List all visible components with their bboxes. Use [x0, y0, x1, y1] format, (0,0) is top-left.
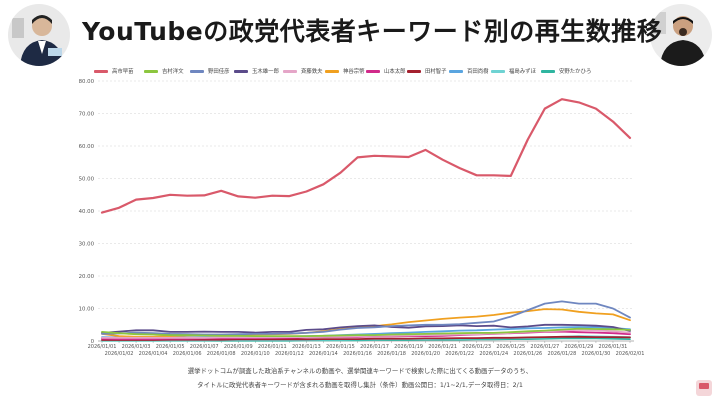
page-title: YouTubeの政党代表者キーワード別の再生数推移	[82, 17, 663, 46]
x-tick-label: 2026/01/16	[343, 351, 372, 357]
x-tick-label: 2026/01/20	[411, 351, 440, 357]
y-tick-label: 10.00	[79, 307, 95, 313]
x-tick-label: 2026/01/24	[479, 351, 508, 357]
x-tick-label: 2026/01/22	[445, 351, 474, 357]
legend-label: 玉木雄一郎	[252, 69, 279, 75]
legend-item: 高市早苗	[94, 64, 134, 78]
x-tick-label: 2026/01/27	[530, 344, 559, 350]
x-tick-label: 2026/01/17	[360, 344, 389, 350]
x-tick-label: 2026/01/10	[241, 351, 270, 357]
series-line	[101, 323, 631, 334]
x-tick-label: 2026/01/13	[292, 344, 321, 350]
legend-label: 百田尚樹	[467, 69, 489, 75]
legend-item: 百田尚樹	[449, 64, 489, 78]
x-tick-label: 2026/01/14	[309, 351, 338, 357]
x-tick-label: 2026/01/04	[139, 351, 168, 357]
legend-swatch	[491, 69, 505, 73]
legend-swatch	[325, 69, 339, 73]
x-tick-label: 2026/01/07	[190, 344, 219, 350]
legend-label: 田村智子	[425, 69, 447, 75]
legend-label: 福島みずほ	[509, 69, 536, 75]
presenter-avatar-right	[650, 4, 712, 66]
x-tick-label: 2026/01/01	[88, 344, 117, 350]
presenter-photo-left	[8, 4, 70, 66]
x-tick-label: 2026/01/08	[207, 351, 236, 357]
legend-swatch	[190, 69, 204, 73]
legend-label: 斉藤鉄夫	[301, 69, 323, 75]
chart-legend: 高市早苗 吉村洋文 野田佳彦 玉木雄一郎 斉藤鉄夫 神谷宗幣 山本太郎 田村智子 百田尚樹 福島み…	[94, 64, 634, 78]
y-tick-label: 20.00	[79, 274, 95, 280]
y-tick-label: 50.00	[79, 177, 95, 183]
legend-swatch	[449, 69, 463, 73]
legend-item: 斉藤鉄夫	[283, 64, 323, 78]
presenter-avatar-left	[8, 4, 70, 66]
brand-logo-icon	[696, 380, 712, 396]
legend-item: 神谷宗幣	[325, 64, 365, 78]
legend-swatch	[94, 69, 108, 73]
series-line	[100, 98, 632, 214]
legend-label: 野田佳彦	[208, 69, 230, 75]
legend-label: 吉村洋文	[162, 69, 184, 75]
x-tick-label: 2026/01/03	[122, 344, 151, 350]
x-tick-label: 2026/01/30	[582, 351, 611, 357]
legend-item: 吉村洋文	[144, 64, 184, 78]
x-tick-label: 2026/01/06	[173, 351, 202, 357]
legend-swatch	[366, 69, 380, 73]
legend-swatch	[283, 69, 297, 73]
x-tick-label: 2026/01/31	[599, 344, 628, 350]
legend-swatch	[234, 69, 248, 73]
y-tick-label: 0	[91, 339, 95, 345]
x-tick-label: 2026/01/18	[377, 351, 406, 357]
y-tick-label: 30.00	[79, 242, 95, 248]
legend-swatch	[407, 69, 421, 73]
x-tick-label: 2026/02/01	[616, 351, 645, 357]
y-tick-label: 70.00	[79, 112, 95, 118]
legend-label: 山本太郎	[384, 69, 406, 75]
presenter-photo-right	[650, 4, 712, 66]
legend-item: 福島みずほ	[491, 64, 536, 78]
legend-item: 野田佳彦	[190, 64, 230, 78]
legend-label: 高市早苗	[112, 69, 134, 75]
y-tick-label: 60.00	[79, 144, 95, 150]
footnote-line-2: タイトルに政党代表者キーワードが含まれる動画を取得し集計（条件）動画公開日：1/…	[197, 381, 523, 389]
footnote-line-1: 選挙ドットコムが調査した政治系チャンネルの動画や、選挙関連キーワードで検索した際…	[187, 367, 533, 375]
x-tick-label: 2026/01/29	[564, 344, 593, 350]
x-tick-label: 2026/01/23	[462, 344, 491, 350]
x-tick-label: 2026/01/02	[105, 351, 134, 357]
legend-item: 玉木雄一郎	[234, 64, 279, 78]
legend-label: 神谷宗幣	[343, 69, 365, 75]
x-tick-label: 2026/01/11	[258, 344, 287, 350]
y-tick-label: 80.00	[79, 79, 95, 85]
x-tick-label: 2026/01/19	[394, 344, 423, 350]
legend-label: 安野たかひろ	[559, 69, 592, 75]
x-tick-label: 2026/01/05	[156, 344, 185, 350]
series-line	[101, 327, 631, 338]
x-tick-label: 2026/01/28	[547, 351, 576, 357]
series-line	[101, 335, 631, 341]
legend-item: 山本太郎	[366, 64, 406, 78]
legend-item: 田村智子	[407, 64, 447, 78]
legend-swatch	[144, 69, 158, 73]
x-tick-label: 2026/01/21	[428, 344, 457, 350]
series-line	[101, 300, 631, 336]
y-tick-label: 40.00	[79, 209, 95, 215]
x-tick-label: 2026/01/26	[513, 351, 542, 357]
legend-item: 安野たかひろ	[541, 64, 591, 78]
x-tick-label: 2026/01/12	[275, 351, 304, 357]
x-tick-label: 2026/01/25	[496, 344, 525, 350]
brand-logo	[696, 380, 712, 396]
x-tick-label: 2026/01/15	[326, 344, 355, 350]
legend-swatch	[541, 69, 555, 73]
x-tick-label: 2026/01/09	[224, 344, 253, 350]
